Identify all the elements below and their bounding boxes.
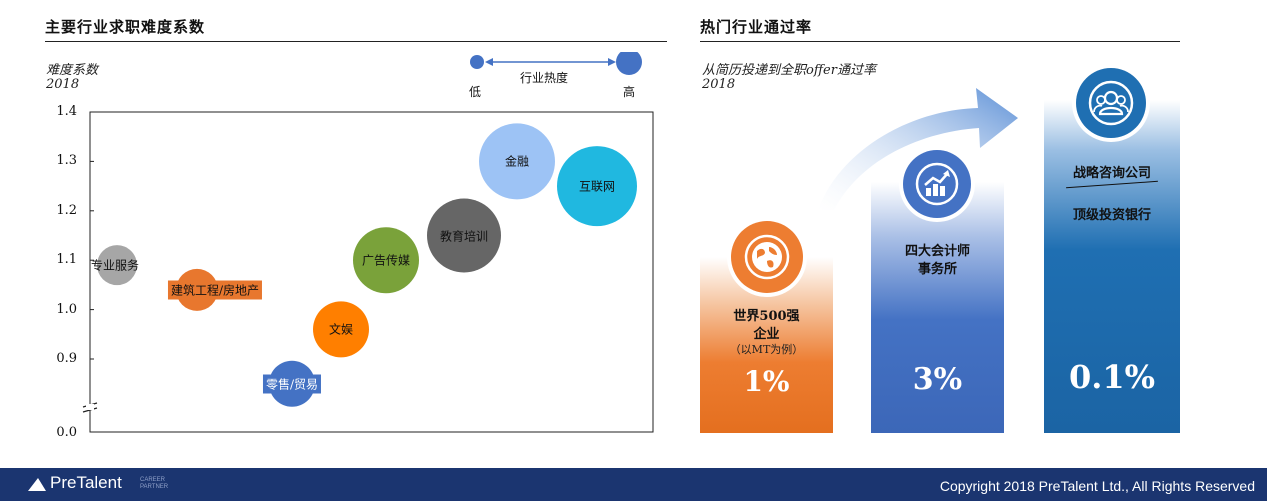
y-tick-label: 0.0	[56, 425, 77, 440]
bar-label: 顶级投资银行	[1072, 208, 1151, 223]
heat-legend-low: 低	[469, 85, 482, 99]
bubble-label: 建筑工程/房地产	[167, 280, 263, 300]
right-year: 2018	[702, 77, 736, 92]
footer-brand: PreTalent	[50, 473, 122, 492]
footer-brand-sub1: CAREER	[140, 477, 166, 483]
globe-icon	[731, 221, 803, 293]
bar-note: （以MT为例）	[729, 343, 804, 356]
pretalent-logo-icon	[28, 478, 46, 491]
y-caption: 难度系数	[46, 63, 99, 78]
right-title: 热门行业通过率	[700, 18, 813, 36]
bubble-label: 教育培训	[439, 229, 489, 243]
bar-label: 战略咨询公司	[1072, 166, 1151, 181]
bubble-label: 广告传媒	[361, 253, 411, 268]
heat-legend-label: 行业热度	[520, 71, 569, 85]
bubble-label: 文娱	[328, 322, 354, 337]
bar-big-four: 四大会计师 事务所 3%	[871, 182, 1004, 433]
bar-value: 1%	[743, 365, 790, 398]
bar-label: 事务所	[917, 262, 957, 277]
label-divider	[1066, 180, 1158, 189]
footer-copyright: Copyright 2018 PreTalent Ltd., All Right…	[939, 478, 1255, 494]
bubbles-layer	[97, 123, 637, 407]
plot-frame	[89, 111, 654, 433]
bar-label: 企业	[753, 327, 780, 342]
footer-bar: PreTalent CAREER PARTNER Copyright 2018 …	[0, 468, 1267, 501]
axis-break-gap	[86, 404, 94, 410]
globe-badge	[727, 217, 807, 297]
people-badge	[1072, 64, 1150, 142]
heat-legend-graphic	[470, 49, 642, 75]
bubble-point	[353, 227, 419, 294]
bar-consulting-ib: 战略咨询公司 顶级投资银行 0.1%	[1044, 100, 1180, 433]
footer-brand-sub2: PARTNER	[140, 484, 169, 490]
bar-label: 四大会计师	[904, 244, 970, 259]
right-subtitle: 从简历投递到全职offer通过率	[702, 63, 876, 78]
y-tick-label: 1.3	[56, 153, 77, 168]
right-title-rule	[700, 41, 1180, 42]
bar-value: 0.1%	[1068, 358, 1156, 396]
y-year: 2018	[46, 77, 80, 92]
people-group-icon	[1076, 68, 1146, 138]
left-title: 主要行业求职难度系数	[45, 18, 206, 36]
y-tick-label: 1.2	[56, 203, 77, 218]
bubble-point	[427, 198, 501, 273]
bubble-label: 互联网	[578, 179, 616, 194]
heat-legend: 行业热度 低 高	[465, 49, 655, 102]
bubble-label: 金融	[504, 154, 530, 169]
y-tick-label: 0.9	[56, 351, 77, 366]
bubble-point	[479, 123, 555, 200]
bubble-label: 专业服务	[90, 258, 140, 273]
growth-arrow	[818, 88, 1018, 210]
y-tick-label: 1.0	[56, 302, 77, 317]
bubble-chart-svg	[82, 111, 654, 433]
y-tick-label: 1.1	[56, 252, 77, 267]
y-tick-label: 1.4	[56, 104, 77, 119]
growth-badge	[899, 146, 975, 222]
heat-legend-high: 高	[623, 85, 636, 99]
footer-brand-sub: CAREER PARTNER	[140, 477, 168, 491]
bar-value: 3%	[912, 362, 963, 397]
bubble-point	[557, 146, 637, 227]
left-title-rule	[45, 41, 667, 42]
y-ticks	[90, 111, 94, 360]
bubble-point	[313, 301, 369, 358]
bubble-label: 零售/贸易	[262, 374, 322, 394]
bubble-point	[97, 245, 137, 286]
growth-chart-icon	[903, 150, 971, 218]
bar-label: 世界500强	[733, 309, 800, 324]
